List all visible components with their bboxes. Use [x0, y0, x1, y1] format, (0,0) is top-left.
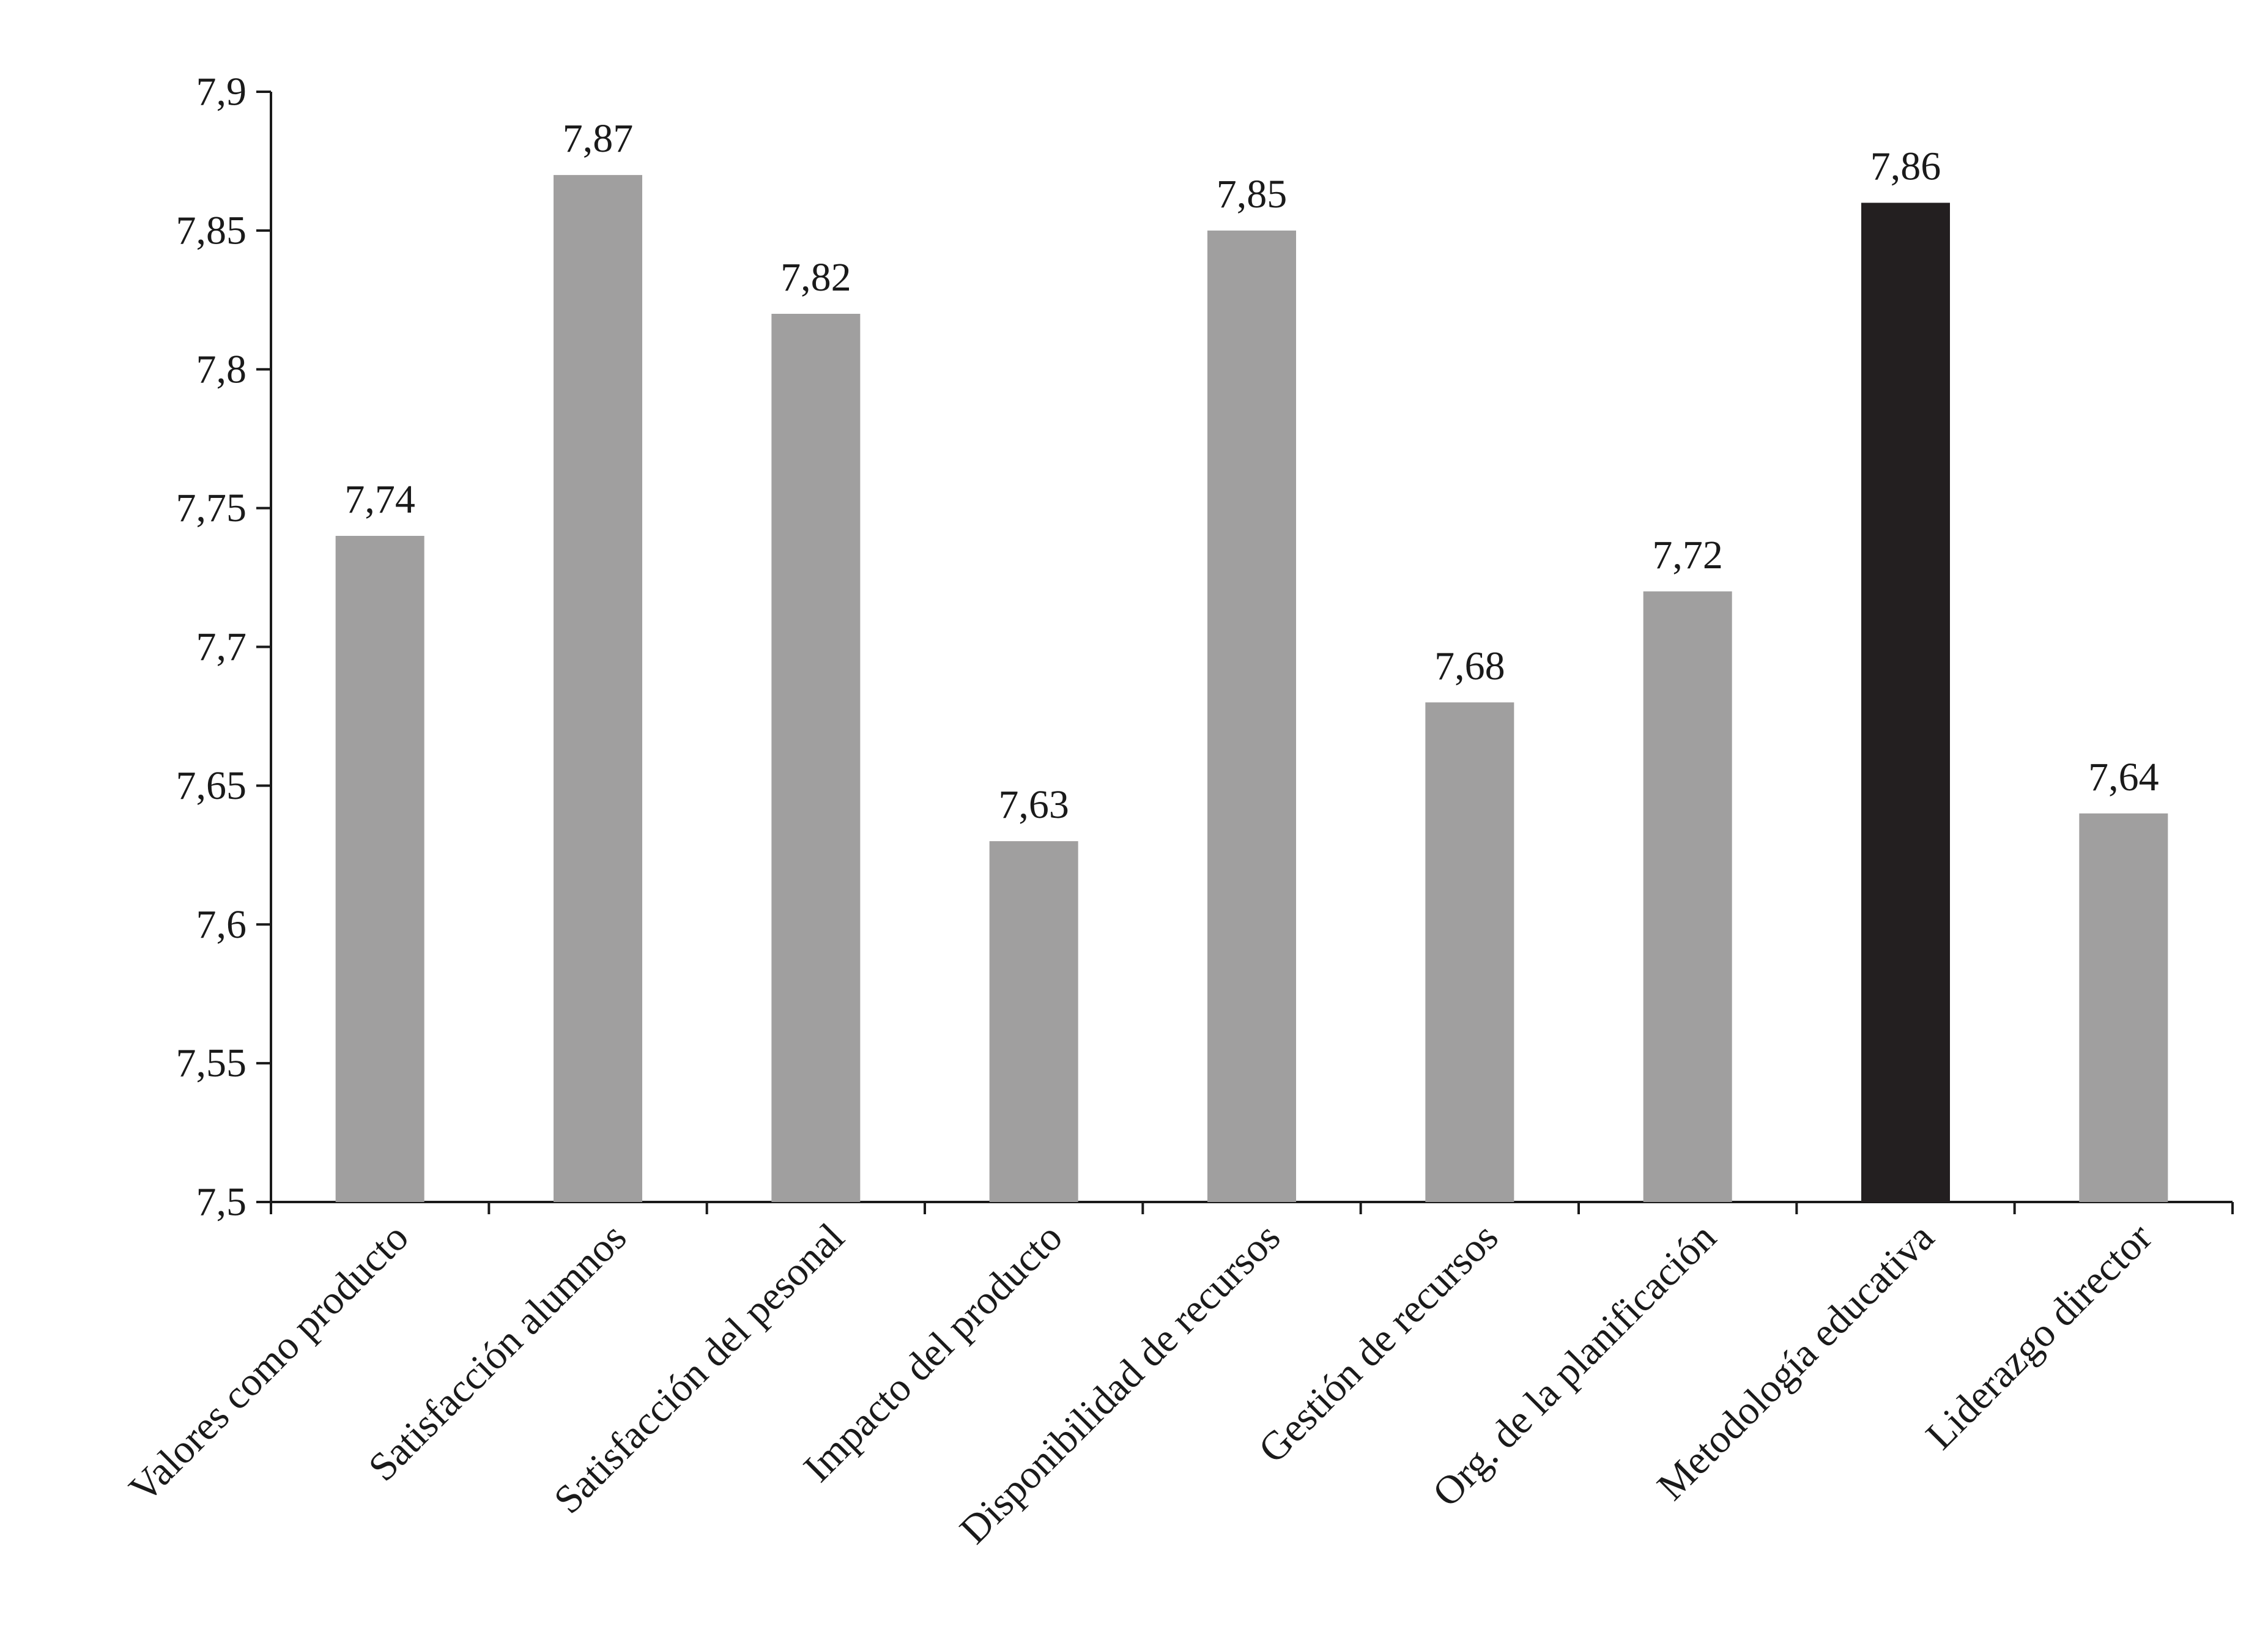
y-tick-label: 7,85	[176, 208, 247, 253]
x-axis	[270, 1201, 2234, 1214]
y-tick-label: 7,6	[196, 902, 247, 947]
bar	[1425, 702, 1514, 1202]
bars	[335, 175, 2168, 1202]
bar	[335, 536, 424, 1202]
bar	[554, 175, 642, 1202]
y-tick-label: 7,5	[196, 1180, 247, 1225]
data-label: 7,63	[998, 782, 1069, 827]
y-tick-label: 7,7	[196, 625, 247, 669]
y-axis: 7,5 7,55 7,6 7,65 7,7 7,75 7,8 7,85 7,9	[176, 70, 272, 1225]
bar	[1643, 591, 1732, 1202]
data-label: 7,86	[1870, 144, 1941, 189]
bar	[1861, 202, 1950, 1202]
y-tick-label: 7,9	[196, 70, 247, 114]
data-label: 7,68	[1434, 644, 1505, 688]
y-tick-label: 7,65	[176, 763, 247, 808]
bar	[989, 841, 1078, 1202]
y-tick-label: 7,8	[196, 347, 247, 391]
data-label: 7,64	[2088, 755, 2159, 800]
bar	[1207, 230, 1296, 1202]
data-label: 7,87	[563, 116, 634, 161]
y-tick-label: 7,75	[176, 486, 247, 530]
bar	[771, 314, 861, 1202]
data-label: 7,74	[344, 477, 415, 522]
data-labels: 7,74 7,87 7,82 7,63 7,85 7,68 7,72 7,86 7,64	[344, 116, 2159, 827]
y-tick-label: 7,55	[176, 1041, 247, 1086]
category-label: Liderazgo director	[1918, 1215, 2161, 1458]
data-label: 7,85	[1217, 172, 1288, 217]
data-label: 7,72	[1652, 533, 1723, 577]
data-label: 7,82	[780, 255, 851, 300]
category-label: Gestión de recursos	[1250, 1215, 1507, 1472]
bar	[2079, 813, 2168, 1202]
